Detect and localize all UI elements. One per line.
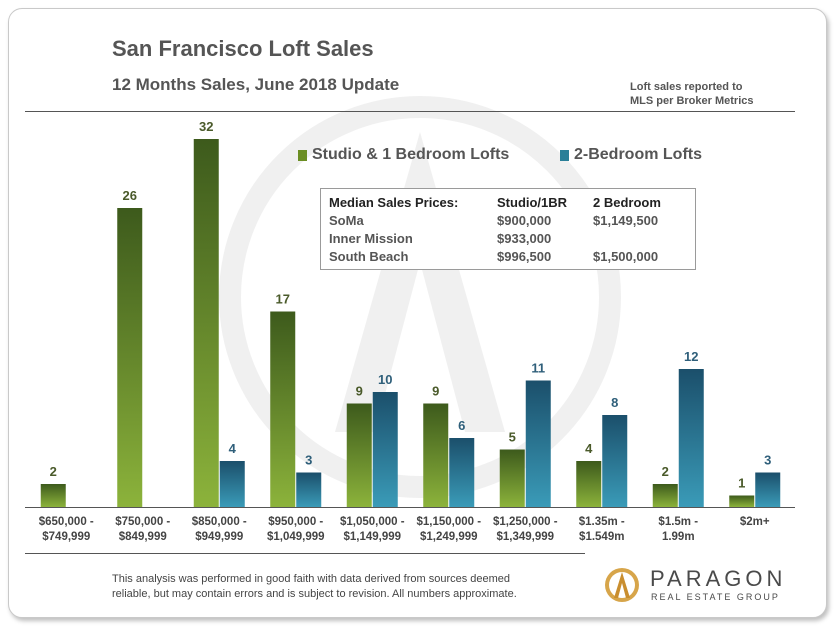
data-label: 2 — [50, 464, 57, 479]
data-label: 26 — [123, 188, 137, 203]
median-header-label: Median Sales Prices: — [329, 195, 459, 210]
bar-studio-1br — [729, 495, 755, 507]
brand-name: PARAGON — [650, 566, 787, 591]
bar-studio-1br — [576, 461, 602, 507]
x-tick-label: $2m+ — [740, 516, 770, 528]
data-label: 9 — [432, 384, 439, 399]
slide-frame — [8, 8, 827, 618]
data-label: 6 — [458, 418, 465, 433]
data-label: 32 — [199, 119, 213, 134]
disclaimer: This analysis was performed in good fait… — [112, 572, 562, 602]
data-label: 4 — [585, 441, 593, 456]
median-row-studio: $900,000 — [497, 213, 552, 228]
x-tick-label: $650,000 - — [39, 516, 94, 528]
data-label: 4 — [229, 441, 237, 456]
data-label: 17 — [276, 292, 290, 307]
bar-2br — [525, 380, 551, 507]
median-header-studio: Studio/1BR — [497, 195, 568, 210]
x-tick-label: $950,000 - — [268, 516, 323, 528]
median-row-2br: $1,149,500 — [593, 213, 659, 228]
chart-subtitle: 12 Months Sales, June 2018 Update — [112, 75, 400, 94]
bar-2br — [755, 472, 781, 507]
x-tick-label: $1,050,000 - — [340, 516, 405, 528]
data-label: 8 — [611, 395, 618, 410]
watermark-logo-icon — [219, 96, 621, 498]
bar-studio-1br — [40, 484, 66, 507]
median-row-studio: $933,000 — [497, 231, 552, 246]
x-tick-label: 1.99m — [662, 531, 695, 543]
bar-studio-1br — [423, 403, 449, 507]
legend-item-series1: Studio & 1 Bedroom Lofts — [298, 146, 509, 164]
bar-2br — [602, 415, 628, 507]
data-label: 5 — [509, 430, 516, 445]
median-row-2br: $1,500,000 — [593, 249, 659, 264]
bar-2br — [678, 369, 704, 507]
x-tick-label: $949,999 — [195, 531, 243, 543]
x-tick-label: $1.5m - — [658, 516, 698, 528]
bar-2br — [296, 472, 322, 507]
bar-2br — [372, 392, 398, 507]
x-tick-label: $1,250,000 - — [493, 516, 558, 528]
legend-swatch-green — [298, 149, 307, 161]
x-tick-label: $1.35m - — [579, 516, 625, 528]
source-note: Loft sales reported to MLS per Broker Me… — [630, 80, 780, 108]
data-label: 10 — [378, 372, 392, 387]
footer-divider — [25, 553, 585, 554]
bar-2br — [449, 438, 475, 507]
bar-studio-1br — [117, 208, 143, 507]
median-prices-table: Median Sales Prices: Studio/1BR 2 Bedroo… — [320, 188, 696, 270]
x-tick-label: $1,049,999 — [267, 531, 325, 543]
median-row-studio: $996,500 — [497, 249, 552, 264]
x-tick-label: $1.549m — [579, 531, 624, 543]
median-row-area: SoMa — [329, 213, 364, 228]
x-tick-label: $849,999 — [119, 531, 167, 543]
legend-label-series1: Studio & 1 Bedroom Lofts — [312, 146, 510, 163]
paragon-logo-icon — [605, 568, 639, 602]
median-row-area: Inner Mission — [329, 231, 413, 246]
data-label: 12 — [684, 349, 698, 364]
data-label: 3 — [305, 453, 312, 468]
x-tick-label: $750,000 - — [115, 516, 170, 528]
chart-title: San Francisco Loft Sales — [112, 36, 374, 61]
bar-studio-1br — [193, 139, 219, 507]
median-header-2br: 2 Bedroom — [593, 195, 661, 210]
data-label: 1 — [738, 476, 745, 491]
data-label: 3 — [764, 453, 771, 468]
x-tick-label: $1,150,000 - — [416, 516, 481, 528]
disclaimer-line: reliable, but may contain errors and is … — [112, 588, 517, 600]
legend-item-series2: 2-Bedroom Lofts — [560, 146, 702, 164]
data-label: 9 — [356, 384, 363, 399]
x-tick-label: $1,149,999 — [343, 531, 401, 543]
data-label: 11 — [531, 361, 545, 376]
x-tick-label: $850,000 - — [192, 516, 247, 528]
median-row-area: South Beach — [329, 249, 409, 264]
bar-studio-1br — [270, 311, 296, 507]
bar-studio-1br — [652, 484, 678, 507]
header-divider — [25, 111, 795, 112]
brand-tagline: REAL ESTATE GROUP — [651, 592, 780, 602]
bar-2br — [219, 461, 245, 507]
x-tick-label: $749,999 — [42, 531, 90, 543]
legend-label-series2: 2-Bedroom Lofts — [574, 146, 702, 163]
disclaimer-line: This analysis was performed in good fait… — [112, 573, 511, 585]
legend-swatch-blue — [560, 149, 569, 161]
bar-studio-1br — [346, 403, 372, 507]
x-tick-label: $1,349,999 — [496, 531, 554, 543]
source-note-line: Loft sales reported to — [630, 81, 743, 93]
x-tick-label: $1,249,999 — [420, 531, 478, 543]
data-label: 2 — [662, 464, 669, 479]
bar-studio-1br — [499, 449, 525, 507]
source-note-line: MLS per Broker Metrics — [630, 95, 754, 107]
